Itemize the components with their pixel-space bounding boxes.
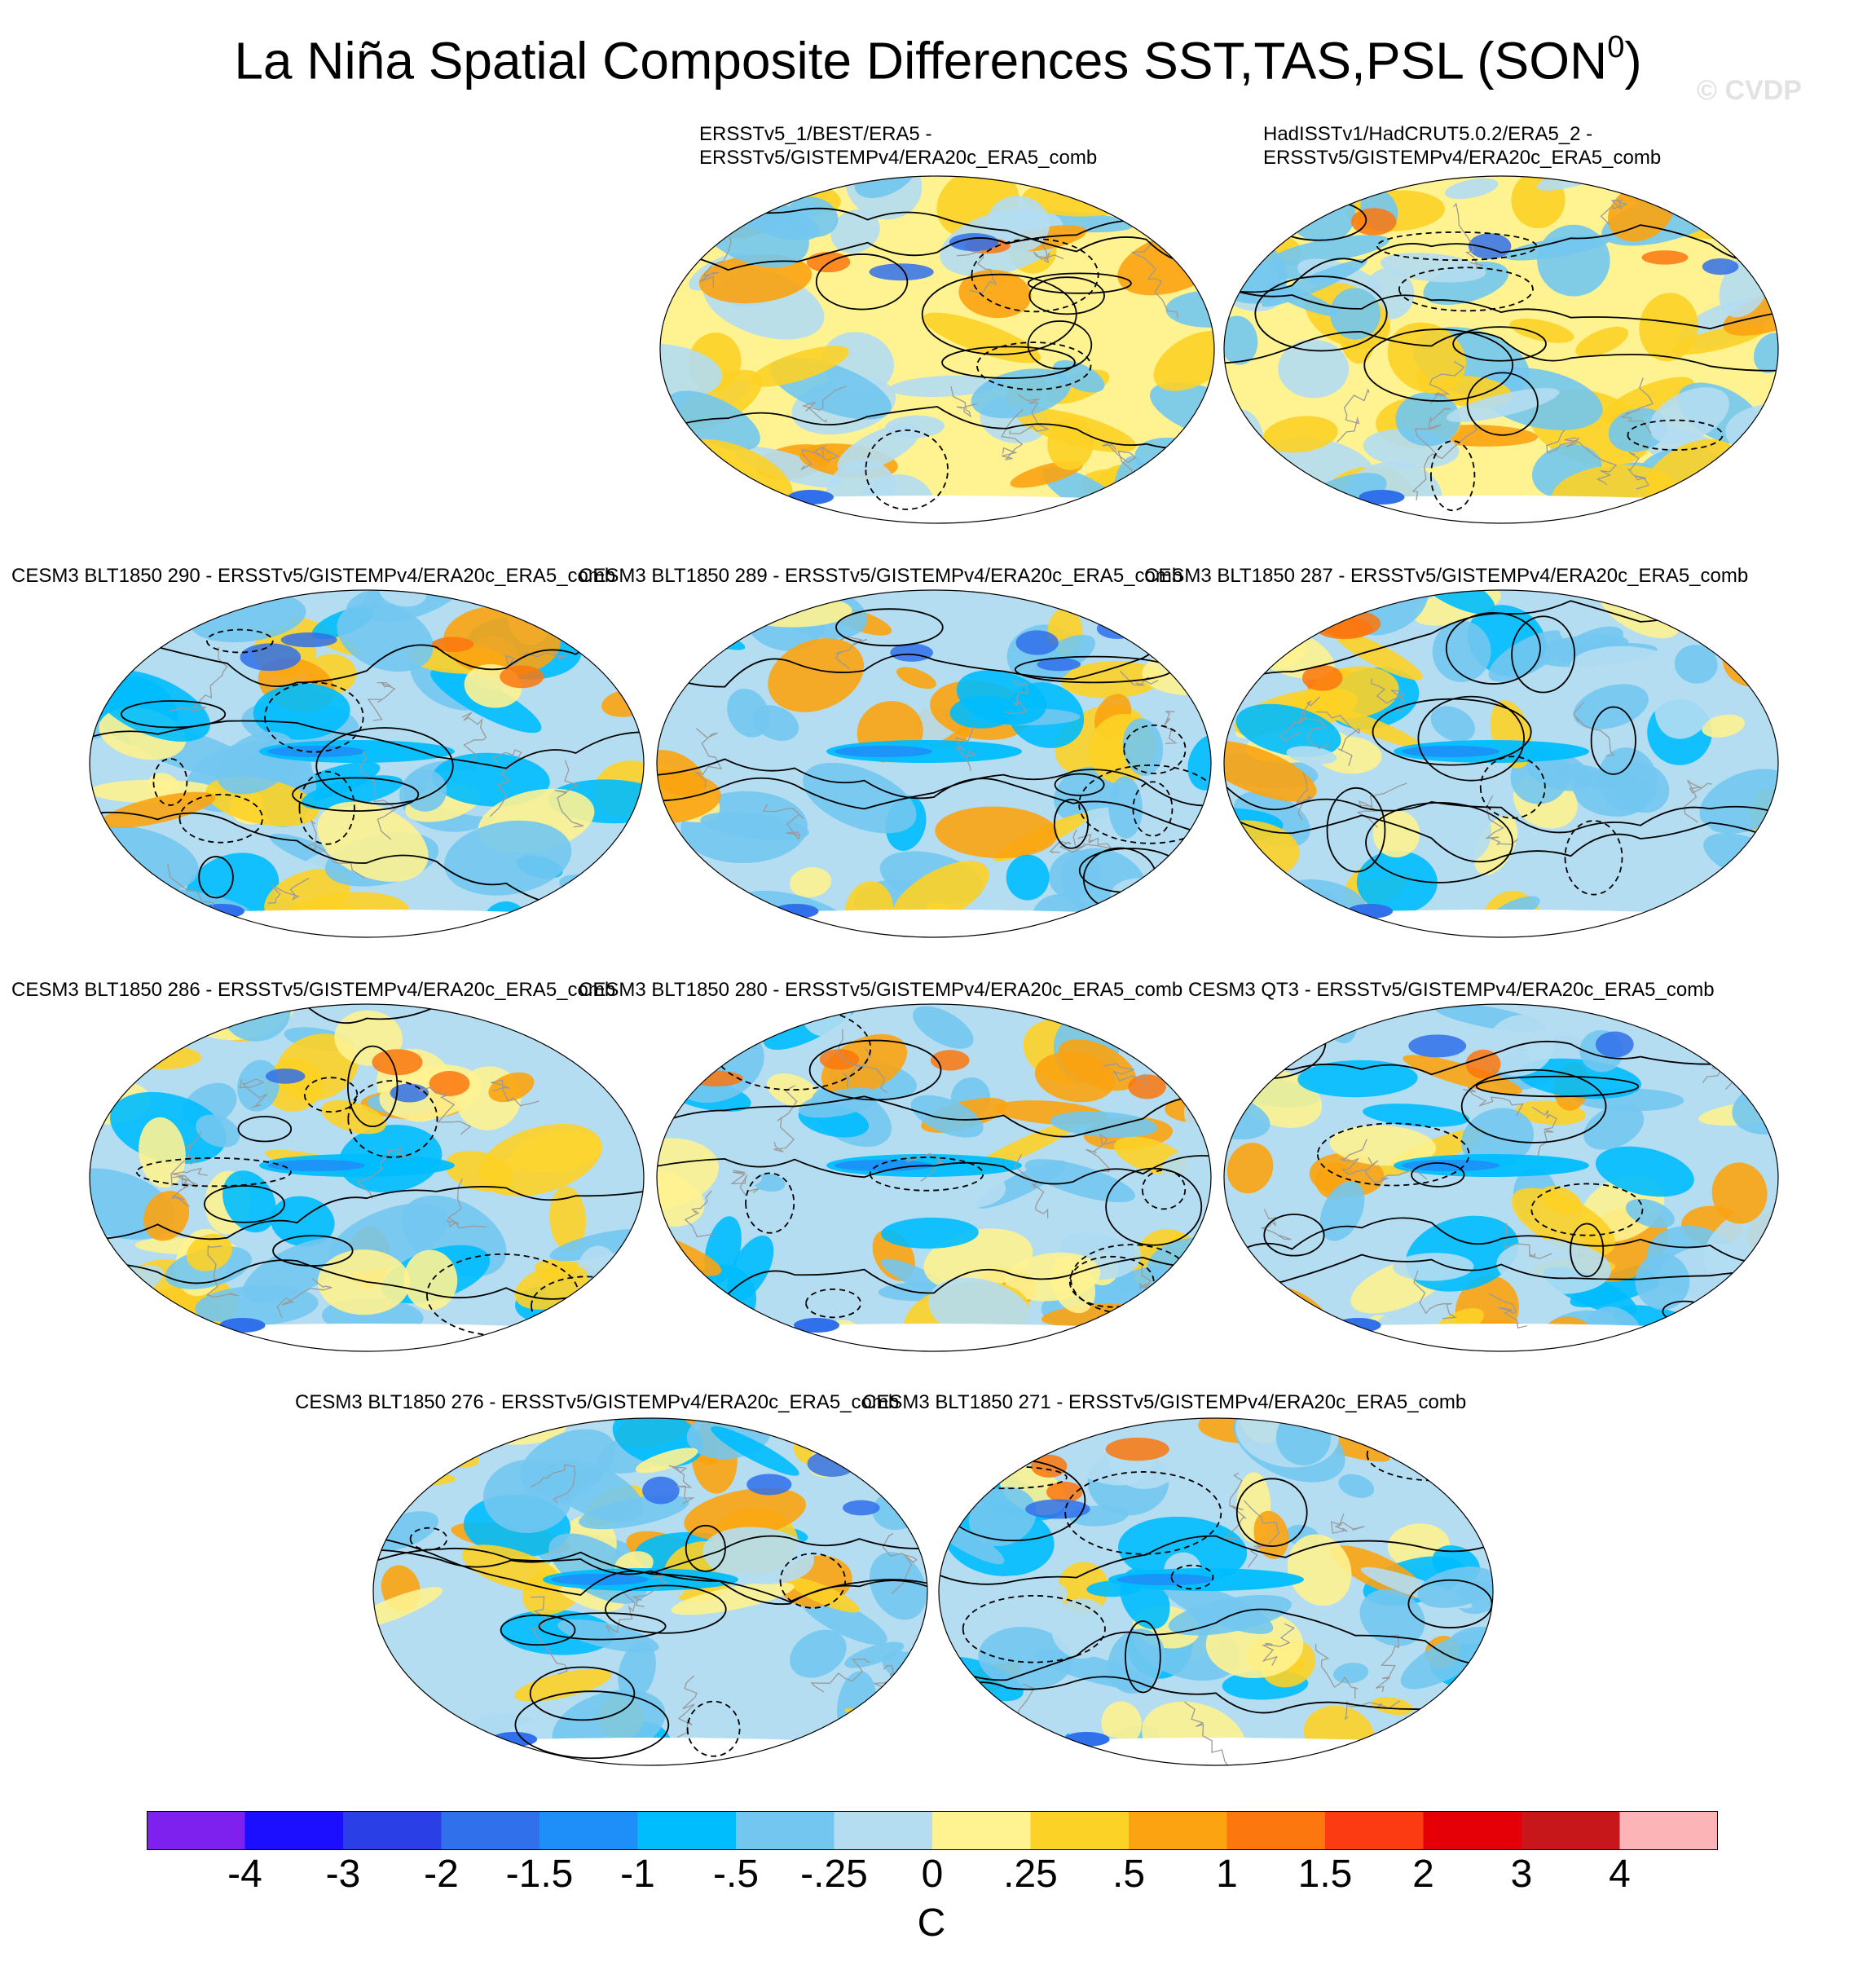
figure-title: La Niña Spatial Composite Differences SS…: [234, 30, 1642, 90]
colorbar-tick-label: -.5: [712, 1853, 760, 1896]
panel-title-8: CESM3 QT3 - ERSSTv5/GISTEMPv4/ERA20c_ERA…: [1188, 979, 1715, 1001]
map-panel-1: [659, 175, 1215, 524]
colorbar-swatch: [1030, 1811, 1130, 1850]
colorbar-tick-label: -4: [227, 1853, 262, 1896]
map-panel-8: [1223, 1003, 1779, 1352]
colorbar-swatch: [1423, 1811, 1522, 1850]
panel-title-6: CESM3 BLT1850 286 - ERSSTv5/GISTEMPv4/ER…: [11, 979, 616, 1001]
map-panel-7: [656, 1003, 1212, 1352]
colorbar-swatch: [1325, 1811, 1424, 1850]
colorbar-swatch: [244, 1811, 344, 1850]
map-panel-4: [656, 589, 1212, 938]
panel-title-5: CESM3 BLT1850 287 - ERSSTv5/GISTEMPv4/ER…: [1144, 565, 1749, 587]
colorbar-tick-label: 0: [921, 1853, 944, 1896]
map-panel-3: [89, 589, 645, 938]
colorbar-tick-label: -.25: [800, 1853, 868, 1896]
colorbar-tick-label: 2: [1412, 1853, 1434, 1896]
colorbar-tick-label: 4: [1609, 1853, 1631, 1896]
colorbar-tick-label: .25: [1003, 1853, 1058, 1896]
colorbar-swatch: [1129, 1811, 1227, 1850]
map-panel-5: [1223, 589, 1779, 938]
colorbar-swatch: [932, 1811, 1031, 1850]
map-panel-9: [372, 1417, 928, 1766]
colorbar: [147, 1811, 1718, 1850]
colorbar-tick-label: -1.5: [505, 1853, 574, 1896]
colorbar-tick-label: 1.5: [1297, 1853, 1353, 1896]
colorbar-tick-label: 1: [1216, 1853, 1238, 1896]
colorbar-swatch: [539, 1811, 638, 1850]
colorbar-swatch: [343, 1811, 442, 1850]
map-panel-10: [938, 1417, 1494, 1766]
map-panel-2: [1223, 175, 1779, 524]
colorbar-swatch: [1521, 1811, 1620, 1850]
panel-title-7: CESM3 BLT1850 280 - ERSSTv5/GISTEMPv4/ER…: [579, 979, 1183, 1001]
colorbar-tick-label: -3: [325, 1853, 361, 1896]
panel-title-1: ERSSTv5_1/BEST/ERA5 - ERSSTv5/GISTEMPv4/…: [699, 123, 1098, 169]
colorbar-swatch: [1619, 1811, 1718, 1850]
colorbar-swatch: [637, 1811, 737, 1850]
colorbar-swatch: [736, 1811, 835, 1850]
colorbar-swatch: [834, 1811, 933, 1850]
colorbar-unit-label: C: [917, 1901, 946, 1945]
colorbar-swatch: [147, 1811, 245, 1850]
colorbar-swatch: [441, 1811, 540, 1850]
colorbar-swatch: [1226, 1811, 1326, 1850]
panel-title-9: CESM3 BLT1850 276 - ERSSTv5/GISTEMPv4/ER…: [295, 1391, 900, 1413]
colorbar-tick-label: -1: [620, 1853, 655, 1896]
panel-title-10: CESM3 BLT1850 271 - ERSSTv5/GISTEMPv4/ER…: [862, 1391, 1467, 1413]
colorbar-tick-label: 3: [1510, 1853, 1533, 1896]
colorbar-tick-label: .5: [1112, 1853, 1146, 1896]
map-panel-6: [89, 1003, 645, 1352]
colorbar-tick-label: -2: [424, 1853, 459, 1896]
panel-title-3: CESM3 BLT1850 290 - ERSSTv5/GISTEMPv4/ER…: [11, 565, 616, 587]
panel-title-2: HadISSTv1/HadCRUT5.0.2/ERA5_2 - ERSSTv5/…: [1263, 123, 1662, 169]
copyright-watermark: © CVDP: [1697, 75, 1802, 106]
panel-title-4: CESM3 BLT1850 289 - ERSSTv5/GISTEMPv4/ER…: [579, 565, 1183, 587]
